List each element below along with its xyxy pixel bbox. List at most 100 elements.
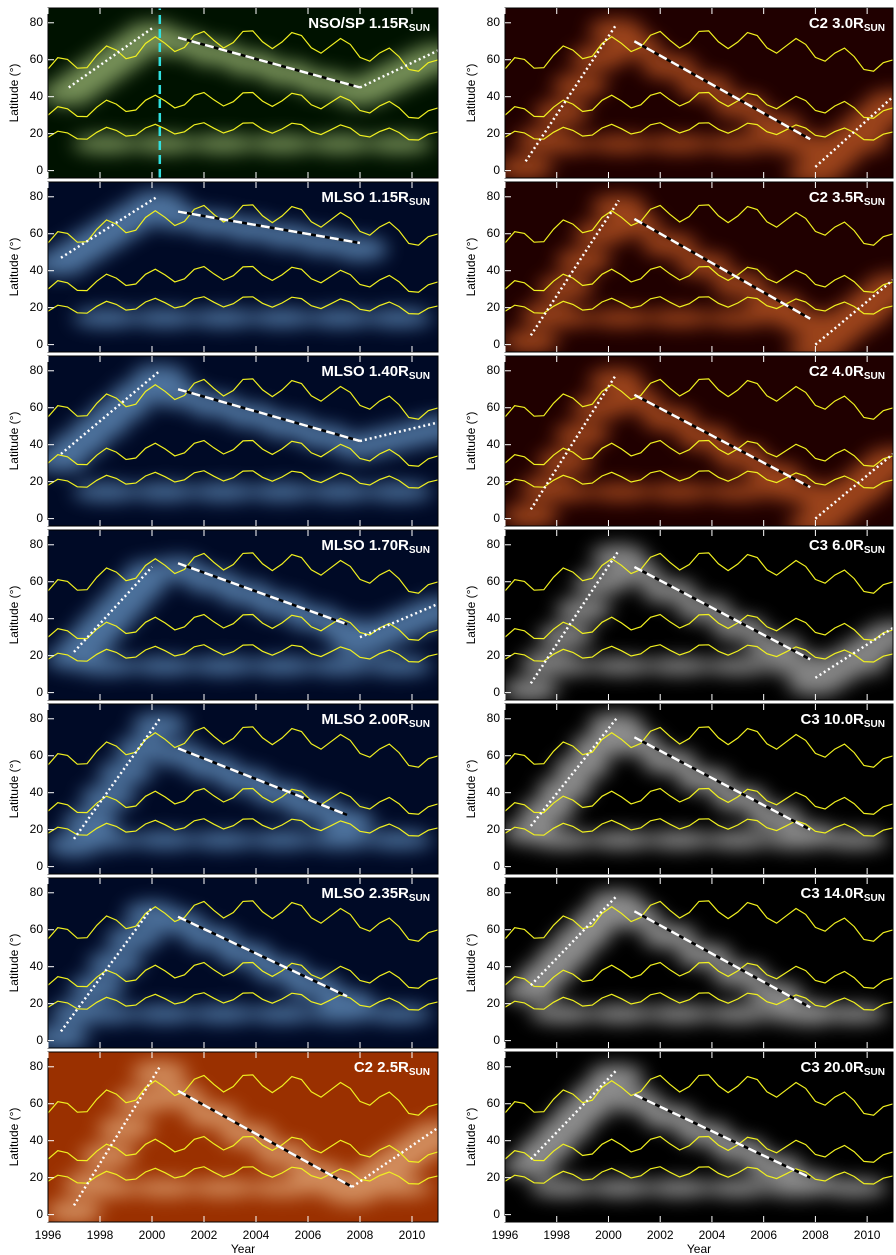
fit-line [633,910,811,1009]
blob [711,786,768,811]
fit-line [633,736,811,831]
panel-title-sub: SUN [864,197,885,208]
panel-title: C3 6.0RSUN [809,537,885,556]
blob [762,309,830,327]
contour [505,378,893,420]
intensity-blobs [505,1064,889,1197]
y-tick-label: 0 [36,859,43,873]
panel-frame [504,703,894,875]
panel-title-main: MLSO 2.00R [321,711,409,728]
panel [505,1052,893,1222]
blob [248,135,316,153]
y-axis-label: Latitude (°) [464,760,478,819]
contour [48,439,438,467]
blob [505,329,559,352]
y-tick-label: 20 [30,822,44,836]
panel-frame [504,7,894,179]
blob [747,982,804,1007]
y-tick-label: 80 [487,885,501,899]
y-tick-label: 80 [30,1059,44,1073]
y-tick-label: 40 [30,437,44,451]
panel-title: MLSO 1.70RSUN [321,537,430,556]
blob [410,416,438,441]
y-tick-label: 60 [487,922,501,936]
blob [189,1005,258,1023]
y-tick-label: 20 [30,300,44,314]
blob [587,657,656,675]
blob [555,248,612,273]
contour [505,818,893,837]
y-tick-label: 80 [487,363,501,377]
blob [762,831,830,849]
contour [48,644,438,663]
y-tick-label: 40 [487,437,501,451]
blob [606,905,663,930]
y-axis-label: Latitude (°) [464,1108,478,1167]
blob [711,1138,768,1163]
blob [72,1005,141,1023]
fit-line [814,278,893,346]
panel-frame [47,703,439,875]
y-tick-label: 80 [30,363,44,377]
blob [519,798,576,823]
contour [48,1074,438,1116]
blob [865,90,893,115]
fit-line [359,49,438,89]
y-tick-label: 60 [487,1096,501,1110]
blob [645,309,714,327]
contour [505,122,893,141]
contour [48,296,438,315]
y-tick-label: 0 [36,511,43,525]
x-tick-label: 2002 [191,1228,218,1242]
blob [645,657,714,675]
fit-line [177,562,348,626]
y-tick-label: 20 [487,996,501,1010]
blob [131,309,199,327]
y-tick-label: 60 [487,400,501,414]
blob [747,805,804,830]
blob [641,407,698,432]
y-tick-label: 20 [487,126,501,140]
x-axis-label: Year [687,1242,711,1255]
contour [48,992,438,1011]
y-tick-label: 80 [30,189,44,203]
blob [69,975,126,1000]
blob [189,831,258,849]
panel-title-sub: SUN [864,719,885,730]
fit-line [177,1089,353,1188]
y-tick-label: 60 [487,226,501,240]
blob [606,731,663,756]
fit-line [72,1066,161,1207]
panel-title-main: MLSO 1.15R [321,189,409,206]
panel-title-main: C2 3.0R [809,15,864,32]
blob [555,597,612,622]
x-tick-label: 2008 [802,1228,829,1242]
contour [505,900,893,942]
contour [505,726,893,768]
blob [703,1179,772,1197]
intensity-blobs [48,901,433,1048]
fit-line [633,40,811,141]
panel [48,1052,438,1222]
y-tick-label: 20 [487,474,501,488]
panel-frame [47,1051,439,1223]
y-tick-label: 40 [30,89,44,103]
blob [63,808,120,833]
blob [219,1123,276,1148]
blob [189,309,258,327]
intensity-blobs [505,368,893,526]
fit-line [68,27,153,89]
contour [505,30,893,72]
contour [48,122,438,141]
panel [505,356,893,526]
y-axis-label: Latitude (°) [7,412,21,471]
y-axis-label: Latitude (°) [464,238,478,297]
y-tick-label: 40 [30,1133,44,1147]
y-axis-label: Latitude (°) [464,64,478,123]
y-tick-label: 40 [487,263,501,277]
blob [248,309,316,327]
blob [48,1199,102,1222]
contour [505,644,893,663]
fit-line [60,369,161,455]
blob [505,503,559,526]
